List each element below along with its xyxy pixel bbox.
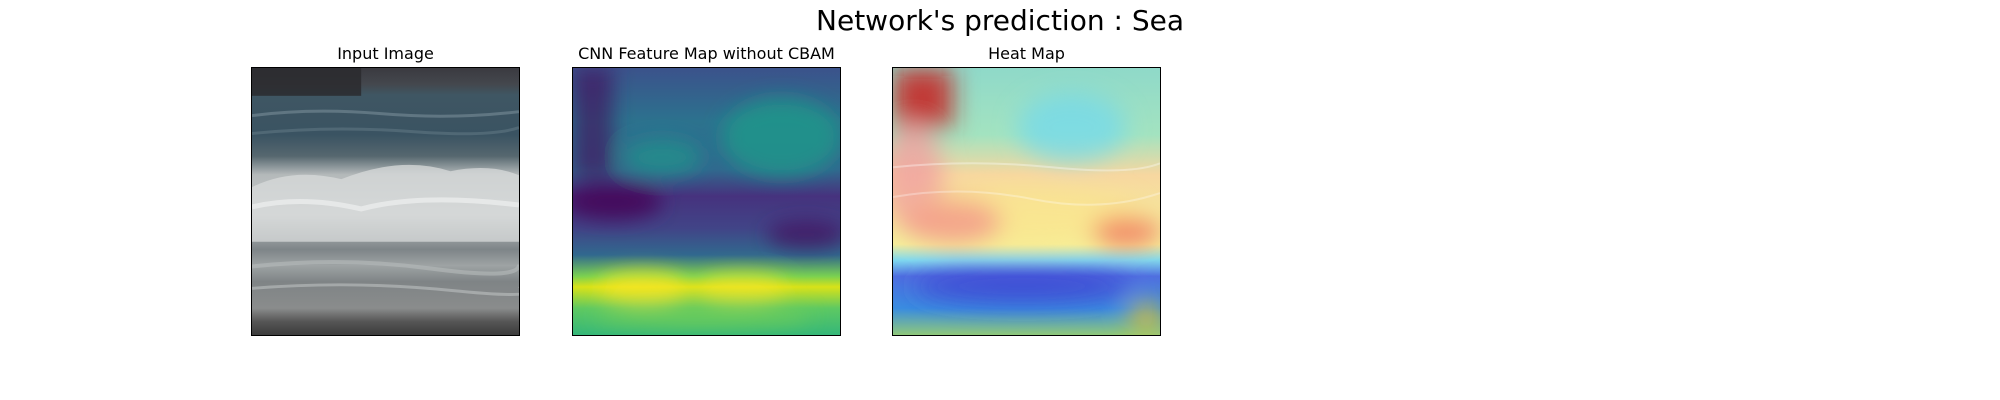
input-image-photo: [251, 67, 520, 336]
panel-title-feature-map: CNN Feature Map without CBAM: [578, 44, 835, 63]
panel-feature-map: CNN Feature Map without CBAM: [572, 43, 841, 336]
panel-title-input-image: Input Image: [337, 44, 434, 63]
figure-suptitle: Network's prediction : Sea: [816, 4, 1184, 37]
sea-photo: [252, 68, 519, 335]
heat-map-image: [892, 67, 1161, 336]
heat-map-overlay: [893, 68, 1160, 335]
panel-input-image: Input Image: [251, 43, 520, 336]
panel-title-heat-map: Heat Map: [988, 44, 1065, 63]
panel-heat-map: Heat Map: [892, 43, 1161, 336]
feature-map-viridis: [573, 68, 840, 335]
feature-map-image: [572, 67, 841, 336]
